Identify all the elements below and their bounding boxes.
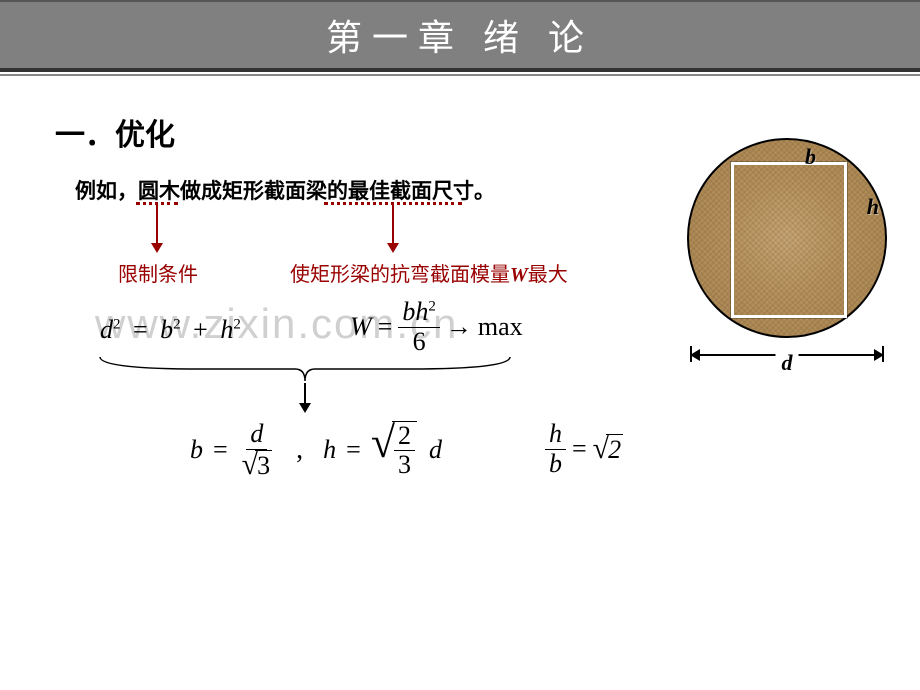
label-d: d <box>776 350 799 376</box>
eq2-h: h <box>415 297 428 326</box>
eq3-root3: 3 <box>255 450 272 479</box>
section-heading: 一．优化 <box>55 110 175 154</box>
eq1-d: d <box>100 315 113 344</box>
eq3-d2: d <box>423 435 442 465</box>
log-cross-section-diagram: b h d <box>682 138 892 368</box>
eq1-b: b <box>160 315 173 344</box>
arrow-down-2 <box>392 205 394 245</box>
eq3-eq1: = <box>209 435 232 465</box>
eq2-den: 6 <box>409 328 430 357</box>
eq2-arrow: → <box>440 312 478 342</box>
equation-ratio: h b = √2 <box>545 420 623 478</box>
eq3-sqrt-frac: √ 2 3 <box>371 421 417 480</box>
eq3-eq2: = <box>342 435 365 465</box>
eq1-plus: + <box>187 315 214 344</box>
eq2-max: max <box>478 312 523 342</box>
constraint-label: 限制条件 <box>118 258 198 287</box>
eq3-num2: 2 <box>394 422 415 452</box>
log-circle: b h <box>687 138 887 338</box>
arrow-down-3 <box>304 383 306 405</box>
eq2-b: b <box>402 297 415 326</box>
eq3-frac1: d √3 <box>238 420 276 480</box>
eq2-fraction: bh2 6 <box>398 298 440 356</box>
eq1-exp3: 2 <box>233 316 241 332</box>
eq2-eq: = <box>372 312 399 342</box>
eq1-exp1: 2 <box>113 316 121 332</box>
eq1-eq: = <box>127 315 154 344</box>
eq4-h: h <box>545 420 566 450</box>
eq3-comma: , <box>282 434 317 466</box>
eq2-W: W <box>350 312 372 342</box>
arrow-down-1 <box>156 205 158 245</box>
eq2-exp: 2 <box>428 298 436 314</box>
beam-rectangle <box>731 162 847 318</box>
eq3-b: b <box>190 435 203 465</box>
objective-pre: 使矩形梁的抗弯截面模量 <box>290 264 510 286</box>
equation-pythagoras: d2 = b2 + h2 <box>100 315 241 345</box>
eq4-root2: 2 <box>606 434 623 463</box>
objective-post: 最大 <box>528 264 568 286</box>
eq1-exp2: 2 <box>173 316 181 332</box>
eq3-den2: 3 <box>394 451 415 480</box>
chapter-title: 第一章 绪 论 <box>326 9 594 61</box>
eq4-b: b <box>545 450 566 479</box>
label-h: h <box>867 194 879 220</box>
objective-var: W <box>510 264 528 286</box>
eq4-frac: h b <box>545 420 566 478</box>
equation-solution: b = d √3 , h = √ 2 3 d <box>190 420 442 480</box>
eq3-h: h <box>323 435 336 465</box>
curly-brace <box>95 355 515 385</box>
example-text: 例如，圆木做成矩形截面梁的最佳截面尺寸。 <box>75 175 495 205</box>
chapter-title-bar: 第一章 绪 论 <box>0 0 920 72</box>
label-b: b <box>805 144 816 170</box>
eq1-h: h <box>220 315 233 344</box>
eq4-eq: = <box>566 434 593 464</box>
eq3-d: d <box>246 420 267 450</box>
eq4-sqrt: √2 <box>593 434 623 464</box>
objective-label: 使矩形梁的抗弯截面模量W最大 <box>290 258 568 287</box>
diameter-dimension: d <box>687 342 887 368</box>
equation-section-modulus: W = bh2 6 → max <box>350 298 523 356</box>
